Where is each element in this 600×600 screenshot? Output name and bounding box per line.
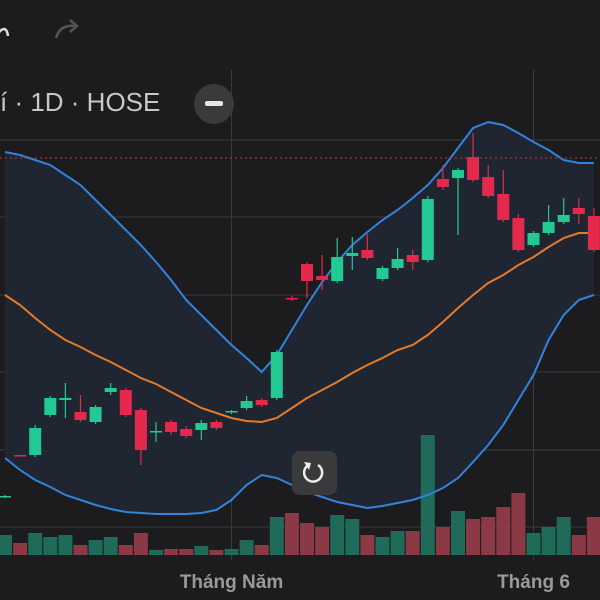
candle-body	[14, 455, 27, 457]
candle-body	[376, 268, 389, 279]
volume-bar	[224, 549, 239, 555]
x-tick-label: Tháng Năm	[180, 572, 283, 593]
symbol-title: í · 1D · HOSE	[0, 87, 160, 117]
volume-bar	[118, 545, 133, 555]
band-upper	[4, 120, 594, 374]
candle-body	[572, 208, 585, 214]
volume-bar	[254, 545, 269, 555]
volume-bar	[405, 531, 420, 555]
candle-body	[482, 177, 495, 196]
volume-bar	[164, 549, 179, 555]
volume-bar	[179, 549, 194, 555]
candle-body	[331, 257, 344, 281]
candle-body	[527, 233, 540, 245]
reset-icon[interactable]	[302, 463, 324, 483]
x-tick-label: Tháng 6	[497, 572, 570, 593]
candle-body	[285, 298, 298, 300]
candle-body	[361, 250, 374, 258]
volume-bar	[13, 543, 28, 555]
volume-bar	[586, 517, 600, 555]
volume-bar	[360, 535, 375, 555]
reset-button[interactable]	[292, 451, 337, 495]
volume-bar	[43, 537, 58, 555]
candle-body	[557, 215, 570, 222]
volume-bar	[194, 546, 209, 555]
candle-body	[150, 431, 162, 433]
volume-bar	[239, 540, 254, 555]
volume-bar	[466, 519, 481, 555]
volume-bar	[345, 519, 360, 555]
minus-icon[interactable]	[205, 101, 223, 106]
volume-bar	[88, 540, 103, 555]
candle-body	[0, 496, 11, 498]
volume-bar	[315, 527, 330, 555]
volume-bar	[0, 535, 12, 555]
volume-bar	[209, 550, 224, 555]
volume-bar	[300, 523, 314, 555]
candle-body	[119, 390, 132, 415]
volume-bar	[375, 537, 390, 555]
band-middle	[4, 232, 594, 424]
volume-bar	[541, 527, 556, 555]
candle-body	[316, 276, 329, 280]
candle-body	[542, 222, 555, 233]
candle-body	[195, 423, 208, 430]
button-bg[interactable]	[292, 451, 337, 495]
candle-body	[406, 255, 419, 262]
volume-bar	[330, 515, 345, 555]
candle-body	[59, 398, 72, 400]
volume-bar	[526, 533, 541, 555]
candle-body	[210, 422, 223, 428]
volume-bar	[133, 533, 148, 555]
volume-bar	[28, 533, 43, 555]
volume-bar	[481, 517, 496, 555]
volume-bar	[269, 517, 284, 555]
candle-body	[512, 218, 525, 250]
candle-body	[301, 264, 313, 281]
candle-body	[497, 194, 510, 220]
candle-body	[240, 401, 253, 408]
candle-body	[346, 253, 359, 256]
candle-body	[104, 388, 117, 392]
candle-body	[452, 170, 464, 178]
volume-bar	[390, 531, 405, 555]
candle-body	[270, 352, 283, 398]
volume-bar	[73, 545, 88, 555]
volume-bar	[451, 511, 465, 555]
candle-body	[74, 412, 87, 420]
reset-arrow[interactable]	[304, 462, 311, 470]
volume-bar	[284, 513, 299, 555]
volume-bar	[556, 517, 571, 555]
candle-body	[436, 179, 449, 187]
candle-body	[165, 422, 178, 432]
candle-body	[29, 428, 42, 455]
candle-body	[44, 398, 57, 415]
candle-body	[587, 216, 600, 250]
candle-body	[89, 407, 102, 422]
plot: Tháng Năm Tháng 6	[0, 70, 600, 593]
candle-body	[391, 259, 404, 268]
collapse-button[interactable]	[194, 84, 234, 124]
candle-body	[421, 199, 434, 260]
candle-body	[180, 429, 193, 436]
volume-bar	[103, 537, 118, 555]
volume-bar	[511, 493, 526, 555]
candle-body	[255, 400, 268, 405]
candle-body	[134, 410, 147, 450]
undo-icon[interactable]	[0, 27, 10, 37]
candle-body	[467, 157, 480, 180]
volume-bar	[58, 535, 73, 555]
volume-bar	[149, 550, 163, 555]
volume-bar	[435, 527, 450, 555]
volume-bar	[571, 535, 586, 555]
volume-bar	[496, 507, 511, 555]
candle-body	[225, 411, 238, 413]
redo-icon[interactable]	[54, 19, 79, 39]
